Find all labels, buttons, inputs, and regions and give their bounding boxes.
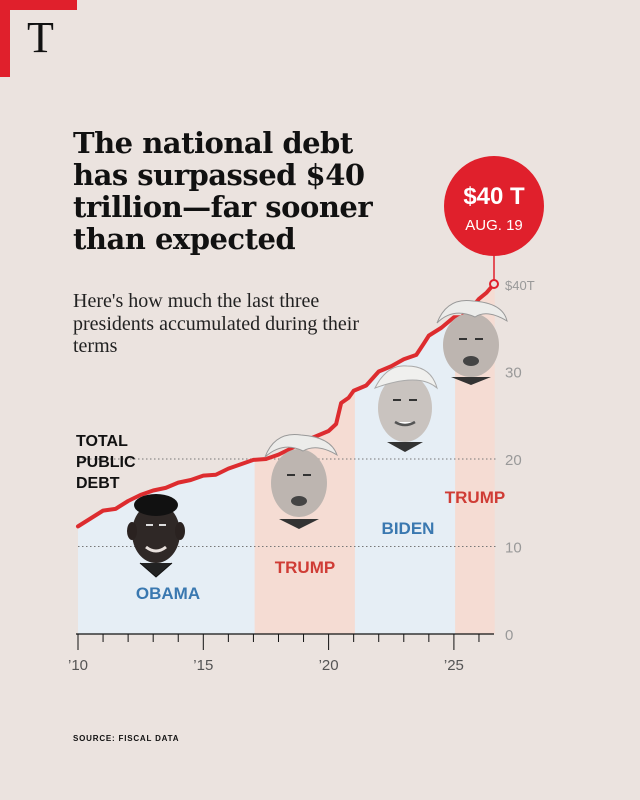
x-tick-label-2020: ’20: [319, 657, 339, 674]
trump-face-icon-2: [436, 299, 508, 385]
y-tick-labels: 0 10 20 30 $40T: [505, 278, 535, 644]
y-tick-label-0: 0: [505, 627, 513, 644]
term-label-biden-2: BIDEN: [382, 519, 435, 538]
term-label-obama-0: OBAMA: [136, 584, 200, 603]
term-label-trump-3: TRUMP: [445, 488, 505, 507]
y-tick-label-20: 20: [505, 452, 522, 469]
term-fill-biden-2: [354, 317, 456, 634]
y-axis-label-line: PUBLIC: [76, 454, 136, 471]
callout-date: AUG. 19: [465, 217, 523, 234]
x-tick-label-2015: ’15: [193, 657, 213, 674]
trump-face-icon: [264, 433, 338, 529]
y-axis-label-line: TOTAL: [76, 433, 128, 450]
series-line-debt: [76, 282, 496, 529]
callout-value: $40 T: [463, 183, 525, 210]
obama-face-icon: [127, 494, 185, 578]
page-title: The national debt has surpassed $40 tril…: [73, 126, 373, 256]
biden-face-icon: [373, 365, 438, 452]
brand-logo-bar-vertical: [0, 0, 10, 77]
y-tick-label-30: 30: [505, 365, 522, 382]
x-tick-label-2010: ’10: [68, 657, 88, 674]
term-labels: OBAMA TRUMP BIDEN TRUMP: [136, 488, 505, 603]
y-tick-label-40: $40T: [505, 278, 535, 293]
x-tick-label-2025: ’25: [444, 657, 464, 674]
y-axis-label: TOTAL PUBLIC DEBT: [76, 433, 136, 492]
callout-bubble: [444, 156, 544, 256]
y-axis-label-line: DEBT: [76, 475, 120, 492]
series-lines: [76, 282, 496, 529]
page-subtitle: Here's how much the last three president…: [73, 290, 360, 358]
x-axis: ’10 ’15 ’20 ’25: [68, 633, 494, 674]
brand-logo-letter: T: [27, 13, 54, 62]
brand-logo-bar-horizontal: [0, 0, 77, 10]
term-label-trump-1: TRUMP: [275, 558, 335, 577]
callout-endpoint: [489, 279, 499, 289]
y-tick-label-10: 10: [505, 540, 522, 557]
source-note: SOURCE: FISCAL DATA: [73, 734, 180, 743]
